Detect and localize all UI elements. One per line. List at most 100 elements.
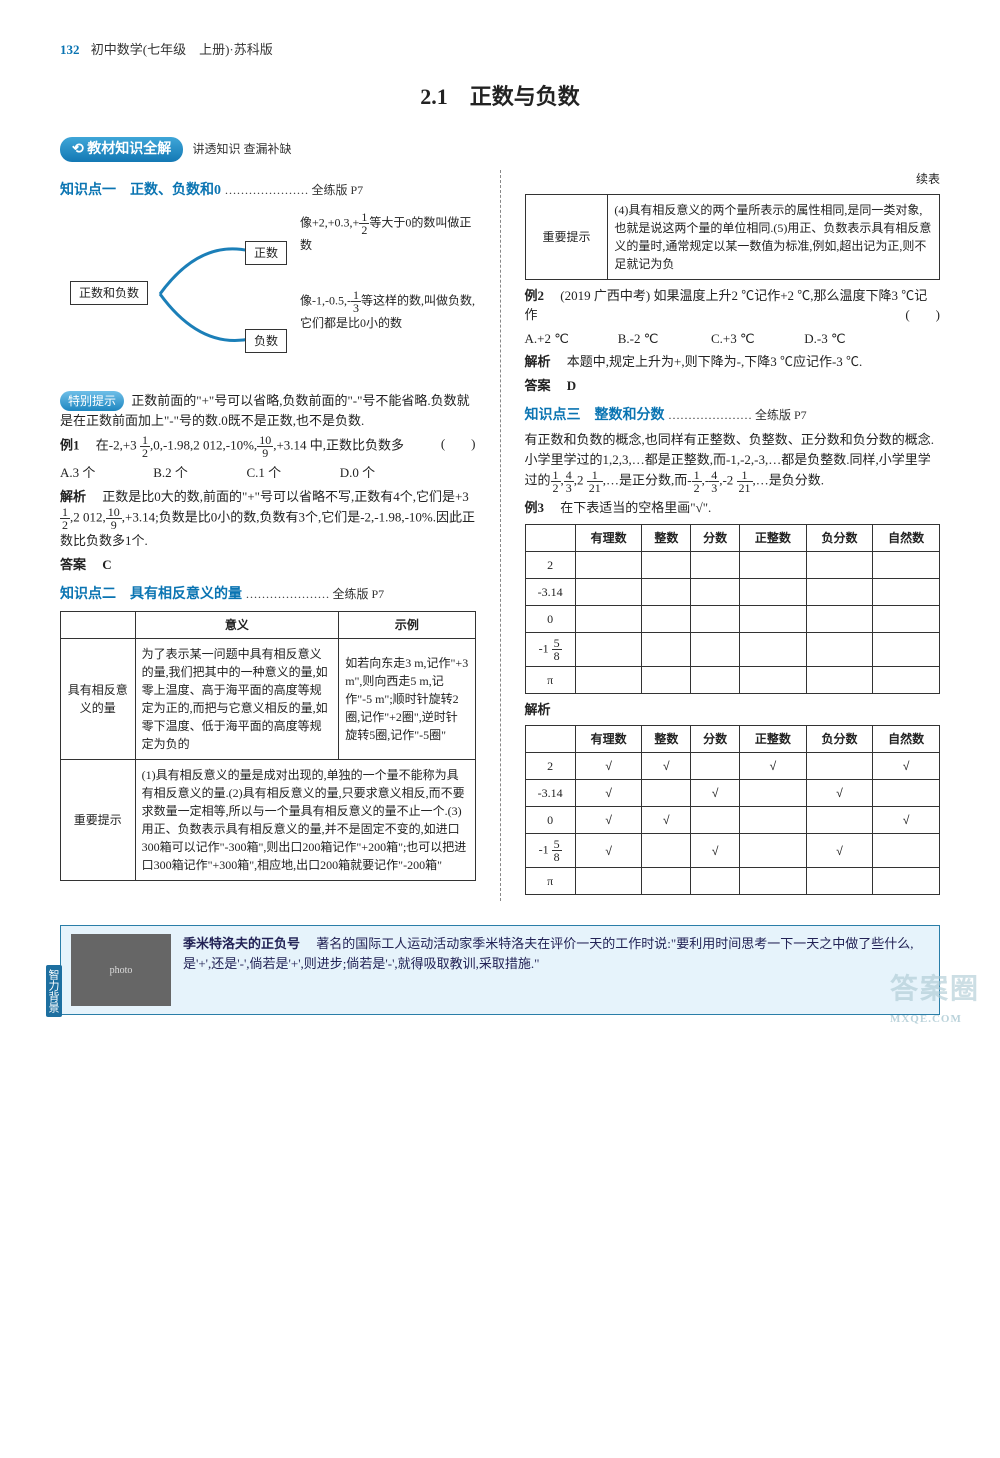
- row-text: (1)具有相反意义的量是成对出现的,单独的一个量不能称为具有相反意义的量.(2)…: [135, 760, 475, 881]
- ex2-answer-value: D: [567, 378, 576, 393]
- row-meaning: 为了表示某一问题中具有相反意义的量,我们把其中的一种意义的量,如零上温度、高于海…: [135, 639, 339, 760]
- ex1-choice-a: A.3 个: [60, 463, 150, 483]
- cell: √: [806, 834, 873, 868]
- ex2-choice-a: A.+2 ℃: [525, 329, 615, 349]
- row-example: 如若向东走3 m,记作"+3 m",则向西走5 m,记作"-5 m";顺时针旋转…: [339, 639, 475, 760]
- table-row: 2: [525, 551, 940, 578]
- section-pill-label: 教材知识全解: [87, 142, 171, 157]
- row-label: 0: [525, 807, 575, 834]
- kp2-title: 知识点二 具有相反意义的量 ………………… 全练版 P7: [60, 584, 476, 605]
- table-header-row: 有理数 整数 分数 正整数 负分数 自然数: [525, 726, 940, 753]
- kp3-ref: ………………… 全练版 P7: [668, 408, 807, 422]
- right-column: 续表 重要提示 (4)具有相反意义的两个量所表示的属性相同,是同一类对象,也就是…: [525, 170, 941, 902]
- th: 正整数: [740, 524, 807, 551]
- footer-bold: 季米特洛夫的正负号: [183, 936, 300, 951]
- cell: [873, 868, 940, 895]
- kp2-cont-table: 重要提示 (4)具有相反意义的两个量所表示的属性相同,是同一类对象,也就是说这两…: [525, 194, 941, 280]
- row-label: 重要提示: [525, 194, 608, 279]
- th: 自然数: [873, 726, 940, 753]
- ex2-label: 例2: [525, 288, 545, 303]
- cell: √: [575, 753, 642, 780]
- th: [525, 524, 575, 551]
- ex2-choice-c: C.+3 ℃: [711, 329, 801, 349]
- th: 有理数: [575, 726, 642, 753]
- kp3-title-text: 知识点三 整数和分数: [525, 408, 665, 423]
- ex1-question: 例1 在-2,+3 12,0,-1.98,2 012,-10%,109,+3.1…: [60, 434, 476, 459]
- row-label: 2: [525, 753, 575, 780]
- kp1-ref: ………………… 全练版 P7: [225, 183, 364, 197]
- cell: [642, 868, 691, 895]
- th: [525, 726, 575, 753]
- cell: √: [575, 834, 642, 868]
- cell: √: [642, 753, 691, 780]
- left-column: 知识点一 正数、负数和0 ………………… 全练版 P7 正数和负数 正数 负数 …: [60, 170, 476, 902]
- row-label: 重要提示: [61, 760, 136, 881]
- cm-pos: 正数: [245, 241, 287, 265]
- cell: [691, 753, 740, 780]
- cm-root: 正数和负数: [70, 281, 148, 305]
- ex2-answer: 答案 D: [525, 376, 941, 396]
- chapter-title: 2.1 正数与负数: [60, 80, 940, 113]
- row-label: -3.14: [525, 578, 575, 605]
- th-example: 示例: [339, 612, 475, 639]
- th: 分数: [691, 726, 740, 753]
- ex1-answer-value: C: [102, 557, 111, 572]
- row-label: 具有相反意义的量: [61, 639, 136, 760]
- cell: [740, 807, 807, 834]
- cell: [873, 834, 940, 868]
- cell: [691, 868, 740, 895]
- cell: √: [740, 753, 807, 780]
- th: 正整数: [740, 726, 807, 753]
- table-row: -3.14√√√: [525, 780, 940, 807]
- footer-box: photo 季米特洛夫的正负号 著名的国际工人运动活动家季米特洛夫在评价一天的工…: [60, 925, 940, 1015]
- kp1-title: 知识点一 正数、负数和0 ………………… 全练版 P7: [60, 180, 476, 201]
- table-row: 重要提示 (1)具有相反意义的量是成对出现的,单独的一个量不能称为具有相反意义的…: [61, 760, 476, 881]
- ex2-analysis: 解析 本题中,规定上升为+,则下降为-,下降3 ℃应记作-3 ℃.: [525, 352, 941, 372]
- ex2-analysis-text: 本题中,规定上升为+,则下降为-,下降3 ℃应记作-3 ℃.: [567, 354, 863, 369]
- cell: [740, 834, 807, 868]
- cm-pos-desc: 像+2,+0.3,+12等大于0的数叫做正数: [300, 211, 480, 254]
- page-header: 132 初中数学(七年级 上册)·苏科版: [60, 40, 940, 60]
- ex2-analysis-label: 解析: [525, 354, 551, 369]
- cell: √: [873, 807, 940, 834]
- footer-side-tab: 智力背景: [46, 965, 62, 1017]
- cell: [740, 780, 807, 807]
- section-pill-icon: ⟲: [72, 142, 84, 157]
- ex1-analysis-label: 解析: [60, 489, 86, 504]
- th-meaning: 意义: [135, 612, 339, 639]
- ex3-blank-table: 有理数 整数 分数 正整数 负分数 自然数 2 -3.14 0 -1 58 π: [525, 524, 941, 694]
- cell: √: [575, 780, 642, 807]
- kp2-ref: ………………… 全练版 P7: [246, 587, 385, 601]
- row-label: 0: [525, 605, 575, 632]
- ex1-choices: A.3 个 B.2 个 C.1 个 D.0 个: [60, 463, 476, 483]
- cell: [642, 780, 691, 807]
- ex1-choice-d: D.0 个: [340, 463, 430, 483]
- ex1-analysis: 解析 正数是比0大的数,前面的"+"号可以省略不写,正数有4个,它们是+3 12…: [60, 487, 476, 551]
- ex1-answer-label: 答案: [60, 557, 86, 572]
- row-label: -1 58: [525, 834, 575, 868]
- book-title: 初中数学(七年级 上册)·苏科版: [91, 42, 273, 57]
- row-label: π: [525, 868, 575, 895]
- th: 整数: [642, 726, 691, 753]
- ex3-label: 例3: [525, 500, 545, 515]
- special-tip: 特别提示 正数前面的"+"号可以省略,负数前面的"-"号不能省略.负数就是在正数…: [60, 391, 476, 431]
- table-row: -1 58: [525, 632, 940, 666]
- ex2-choice-b: B.-2 ℃: [618, 329, 708, 349]
- cell: √: [806, 780, 873, 807]
- section-sub: 讲透知识 查漏补缺: [192, 142, 291, 156]
- table-row: -3.14: [525, 578, 940, 605]
- table-row: π: [525, 868, 940, 895]
- table-row: 意义 示例: [61, 612, 476, 639]
- row-text: (4)具有相反意义的两个量所表示的属性相同,是同一类对象,也就是说这两个量的单位…: [608, 194, 940, 279]
- cell: [806, 807, 873, 834]
- special-tip-label: 特别提示: [60, 391, 124, 411]
- cell: √: [575, 807, 642, 834]
- cell: [691, 807, 740, 834]
- cell: √: [691, 780, 740, 807]
- continued-label: 续表: [525, 170, 941, 188]
- cm-neg: 负数: [245, 329, 287, 353]
- ex2-question: 例2 (2019 广西中考) 如果温度上升2 ℃记作+2 ℃,那么温度下降3 ℃…: [525, 286, 941, 325]
- th: 负分数: [806, 524, 873, 551]
- th: 分数: [691, 524, 740, 551]
- cell: [873, 780, 940, 807]
